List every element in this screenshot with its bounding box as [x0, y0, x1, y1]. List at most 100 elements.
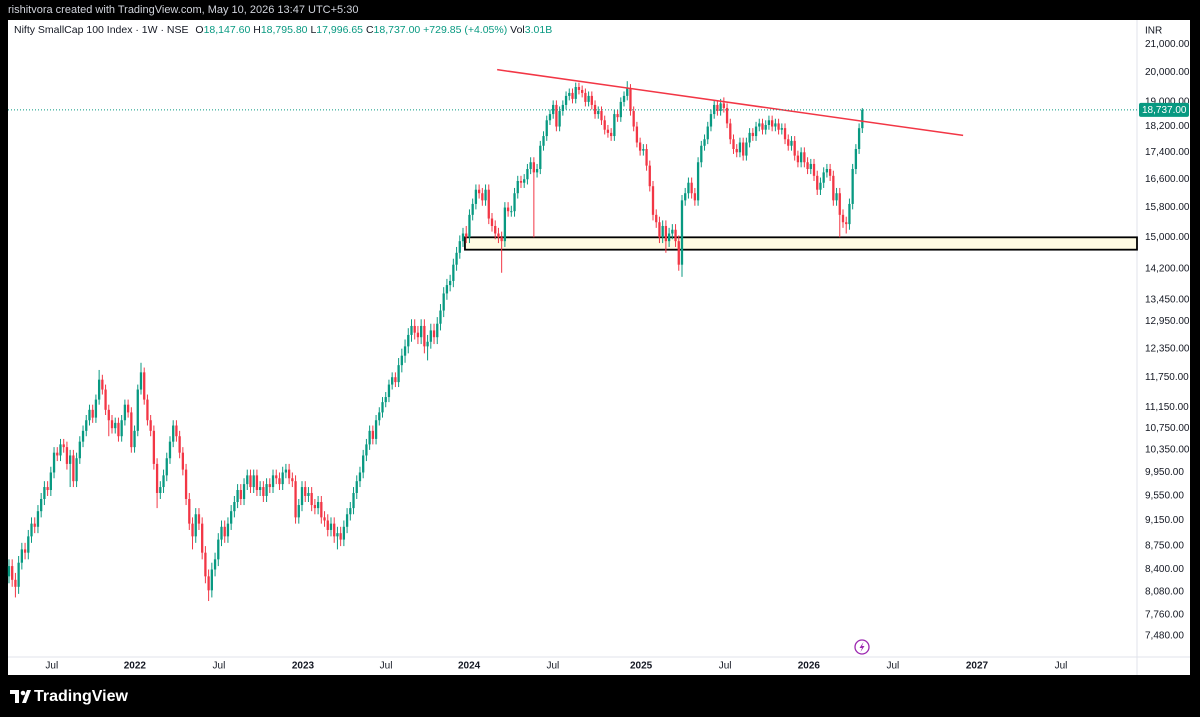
candle-body	[304, 487, 307, 496]
candle-body	[181, 452, 185, 470]
candle-body	[258, 487, 262, 491]
candle-body	[220, 526, 223, 540]
candle-body	[597, 111, 600, 115]
candle-body	[732, 139, 735, 150]
candle-body	[529, 162, 532, 169]
candle-body	[822, 172, 825, 183]
candle-body	[40, 498, 43, 512]
candle-body	[635, 126, 639, 143]
candle-body	[835, 193, 838, 201]
candle-body	[249, 475, 252, 488]
candle-body	[564, 95, 568, 105]
candle-body	[278, 478, 281, 485]
y-tick-label: 13,450.00	[1145, 294, 1190, 305]
y-tick-label: 7,480.00	[1145, 631, 1184, 642]
candle-body	[88, 409, 91, 421]
x-tick-label: 2023	[292, 661, 315, 672]
candle-body	[345, 514, 349, 527]
candle-body	[323, 517, 326, 521]
candle-body	[561, 104, 564, 112]
candle-body	[210, 569, 213, 591]
candle-body	[56, 452, 59, 456]
candle-body	[748, 132, 751, 143]
y-tick-label: 16,600.00	[1145, 174, 1190, 185]
candle-body	[838, 193, 841, 215]
trendline	[497, 68, 964, 137]
candle-body	[548, 114, 552, 121]
candle-body	[819, 182, 822, 190]
candle-body	[664, 225, 668, 242]
candle-body	[526, 168, 529, 180]
candle-body	[432, 330, 436, 338]
y-tick-label: 7,760.00	[1145, 610, 1184, 621]
candle-body	[494, 225, 497, 234]
candle-body	[645, 149, 648, 166]
candle-body	[17, 562, 20, 587]
candle-body	[178, 436, 181, 453]
candle-body	[268, 484, 271, 488]
candle-body	[20, 549, 23, 563]
candle-body	[11, 566, 14, 580]
candle-body	[796, 155, 800, 163]
candle-body	[477, 189, 481, 194]
candle-body	[613, 114, 616, 137]
candle-body	[783, 128, 787, 140]
x-tick-label: Jul	[887, 661, 900, 672]
candle-body	[455, 252, 458, 265]
candle-body	[307, 492, 310, 496]
candle-body	[68, 455, 72, 464]
y-tick-label: 11,750.00	[1145, 372, 1189, 383]
candle-body	[513, 193, 516, 212]
candle-body	[300, 487, 304, 506]
candle-body	[461, 233, 465, 242]
candle-body	[745, 142, 748, 156]
candle-body	[523, 179, 526, 183]
candle-body	[558, 111, 561, 127]
candle-body	[761, 123, 764, 130]
candle-body	[677, 241, 680, 265]
candle-body	[236, 490, 239, 503]
candle-body	[339, 533, 342, 540]
candle-body	[291, 478, 294, 482]
candle-body	[729, 123, 732, 140]
candle-body	[555, 104, 558, 127]
candle-body	[36, 511, 40, 527]
candle-body	[159, 487, 162, 493]
candle-body	[52, 452, 56, 473]
candle-body	[803, 152, 806, 163]
candle-body	[130, 412, 133, 448]
candle-body	[735, 149, 738, 153]
candle-body	[671, 229, 674, 234]
candle-body	[506, 207, 510, 212]
candle-body	[648, 165, 651, 187]
candle-body	[600, 111, 603, 121]
candle-body	[139, 372, 143, 390]
y-tick-label: 11,150.00	[1145, 402, 1189, 413]
candle-body	[777, 123, 780, 130]
y-tick-label: 10,750.00	[1145, 423, 1190, 434]
y-tick-label: 8,750.00	[1145, 541, 1184, 552]
logo-text: TradingView	[34, 688, 129, 705]
candle-body	[265, 484, 268, 496]
candle-body	[442, 293, 445, 311]
candle-body	[725, 107, 729, 124]
candle-body	[262, 487, 265, 496]
candle-body	[716, 104, 719, 112]
y-tick-label: 9,150.00	[1145, 515, 1184, 526]
candle-body	[503, 207, 507, 242]
candle-body	[571, 92, 574, 99]
candle-body	[642, 149, 645, 151]
candle-body	[23, 549, 27, 553]
candle-body	[233, 502, 236, 512]
candle-body	[709, 114, 713, 127]
candle-body	[14, 579, 17, 587]
x-tick-label: 2022	[124, 661, 147, 672]
candle-body	[284, 469, 288, 473]
candle-body	[684, 193, 687, 201]
candle-body	[226, 523, 230, 537]
candle-body	[416, 332, 420, 338]
candle-body	[387, 384, 391, 398]
y-tick-label: 12,950.00	[1145, 316, 1190, 327]
candle-body	[172, 425, 175, 442]
candle-body	[539, 145, 542, 169]
